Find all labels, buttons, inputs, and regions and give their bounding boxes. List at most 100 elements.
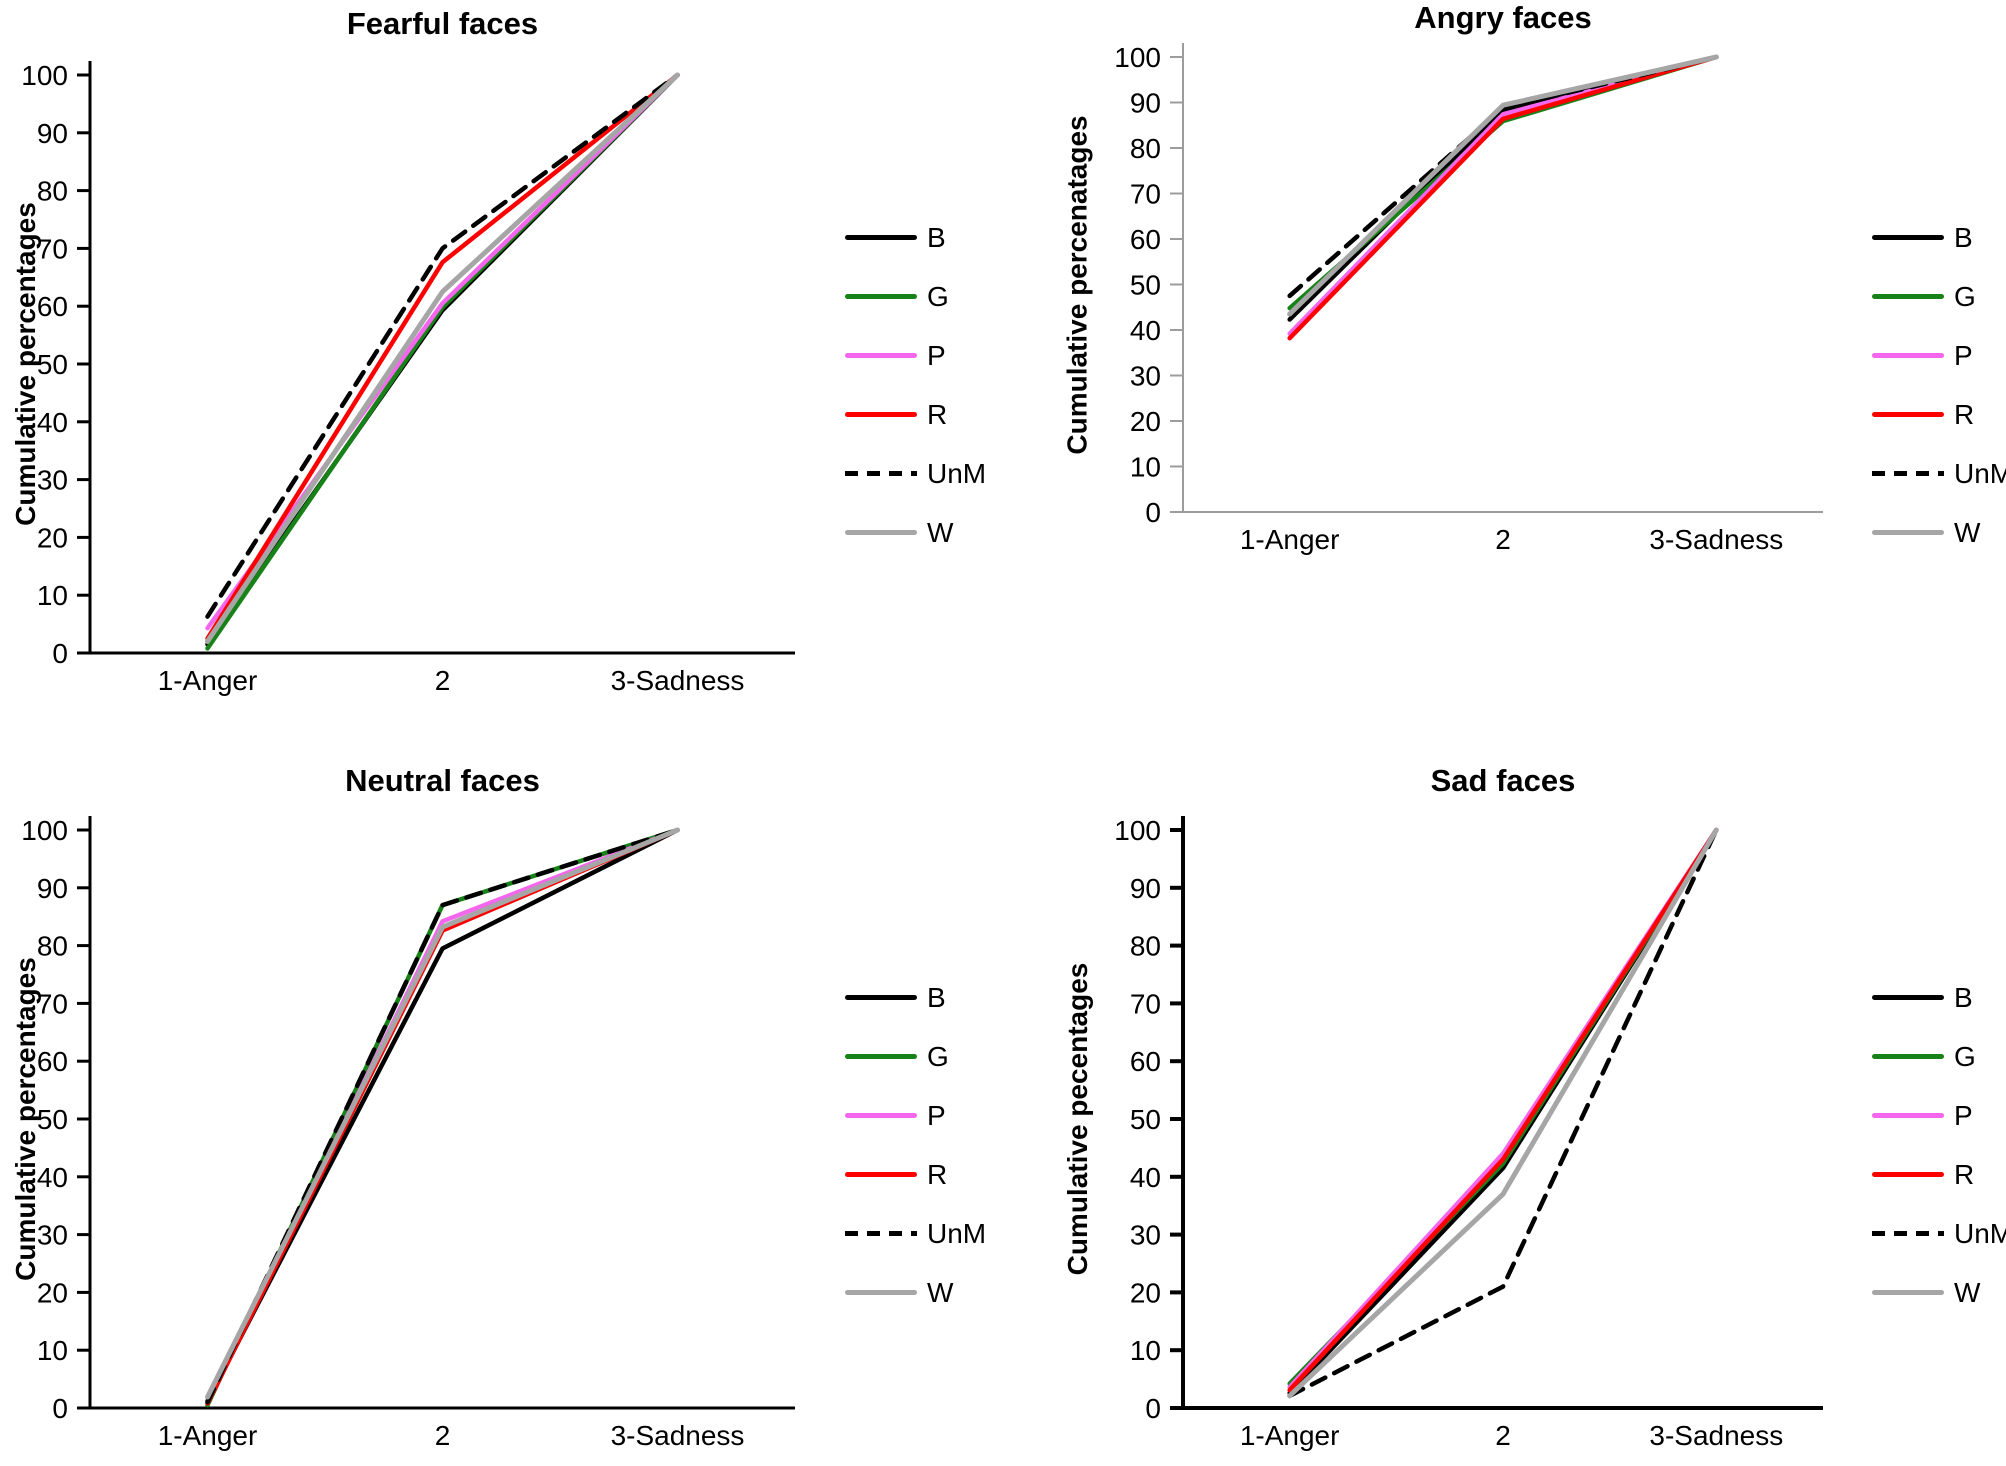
y-tick-label: 20 [1130, 406, 1161, 437]
legend-label-R: R [927, 1158, 948, 1190]
legend-item-B: B [845, 968, 986, 1027]
x-category-label: 1-Anger [1240, 1420, 1340, 1451]
x-category-label: 3-Sadness [1649, 524, 1783, 555]
legend-line-swatch-R [845, 412, 917, 417]
legend-line-swatch-P [1872, 1113, 1944, 1118]
y-tick-label: 0 [1145, 497, 1161, 528]
legend-label-W: W [1954, 1276, 1981, 1308]
legend-line-swatch-R [845, 1172, 917, 1177]
y-tick-label: 100 [21, 60, 68, 91]
legend-item-G: G [845, 1027, 986, 1086]
legend-label-W: W [927, 1276, 954, 1308]
legend-fearful: B G P R UnM W [845, 208, 986, 562]
legend-line-swatch-G [1872, 1054, 1944, 1059]
y-tick-label: 0 [1145, 1393, 1161, 1424]
legend-item-G: G [845, 267, 986, 326]
legend-label-R: R [1954, 398, 1975, 430]
y-tick-label: 0 [52, 638, 68, 669]
legend-item-R: R [1872, 1145, 2006, 1204]
series-line-W [205, 72, 680, 644]
legend-item-G: G [1872, 1027, 2006, 1086]
legend-line-swatch-B [1872, 995, 1944, 1000]
y-tick-label: 50 [1130, 270, 1161, 301]
y-tick-label: 100 [1114, 815, 1161, 846]
x-category-label: 1-Anger [158, 1420, 258, 1451]
legend-sad: B G P R UnM W [1872, 968, 2006, 1322]
legend-item-UnM: UnM [1872, 444, 2006, 503]
legend-line-swatch-G [1872, 294, 1944, 299]
legend-item-W: W [1872, 503, 2006, 562]
legend-label-W: W [1954, 516, 1981, 548]
y-tick-label: 70 [1130, 988, 1161, 1019]
series-line-W [1287, 827, 1719, 1399]
y-tick-label: 60 [1130, 1046, 1161, 1077]
x-category-label: 2 [435, 665, 451, 696]
y-tick-label: 90 [1130, 88, 1161, 119]
x-category-label: 3-Sadness [611, 665, 745, 696]
y-tick-label: 50 [37, 349, 68, 380]
y-tick-label: 70 [1130, 179, 1161, 210]
legend-angry: B G P R UnM W [1872, 208, 2006, 562]
y-tick-label: 80 [1130, 133, 1161, 164]
y-tick-label: 20 [37, 522, 68, 553]
y-tick-label: 10 [37, 580, 68, 611]
y-tick-label: 30 [1130, 361, 1161, 392]
chart-title-sad: Sad faces [1430, 763, 1576, 798]
series-line-UnM [1287, 827, 1719, 1399]
y-tick-label: 10 [37, 1335, 68, 1366]
legend-label-P: P [927, 339, 946, 371]
legend-neutral: B G P R UnM W [845, 968, 986, 1322]
legend-label-UnM: UnM [1954, 457, 2006, 489]
legend-item-P: P [845, 1086, 986, 1145]
series-line-P [205, 72, 680, 631]
chart-title-angry: Angry faces [1414, 0, 1592, 35]
series-line-W [205, 827, 680, 1400]
legend-line-swatch-UnM [1872, 471, 1944, 476]
legend-line-swatch-W [1872, 1290, 1944, 1295]
legend-item-B: B [845, 208, 986, 267]
y-tick-label: 70 [37, 233, 68, 264]
y-tick-label: 80 [37, 176, 68, 207]
legend-line-swatch-G [845, 294, 917, 299]
legend-item-R: R [845, 385, 986, 444]
y-tick-label: 30 [37, 1220, 68, 1251]
y-tick-label: 40 [1130, 315, 1161, 346]
legend-label-P: P [1954, 339, 1973, 371]
series-line-P [1287, 827, 1719, 1390]
legend-item-W: W [845, 1263, 986, 1322]
y-tick-label: 10 [1130, 1335, 1161, 1366]
y-tick-label: 100 [1114, 42, 1161, 73]
series-line-UnM [205, 72, 680, 619]
legend-item-R: R [1872, 385, 2006, 444]
y-tick-label: 40 [1130, 1162, 1161, 1193]
legend-label-P: P [1954, 1099, 1973, 1131]
legend-line-swatch-B [845, 995, 917, 1000]
x-category-label: 1-Anger [158, 665, 258, 696]
legend-label-G: G [927, 280, 949, 312]
legend-label-B: B [927, 981, 946, 1013]
legend-label-UnM: UnM [927, 1217, 987, 1249]
series-line-B [1287, 827, 1719, 1396]
y-tick-label: 40 [37, 1162, 68, 1193]
legend-label-W: W [927, 516, 954, 548]
chart-title-fearful: Fearful faces [346, 6, 539, 41]
legend-item-UnM: UnM [1872, 1204, 2006, 1263]
legend-label-B: B [1954, 221, 1973, 253]
y-tick-label: 100 [21, 815, 68, 846]
y-tick-label: 60 [1130, 224, 1161, 255]
legend-line-swatch-R [1872, 1172, 1944, 1177]
x-category-label: 3-Sadness [611, 1420, 745, 1451]
legend-line-swatch-W [845, 530, 917, 535]
legend-item-P: P [1872, 1086, 2006, 1145]
legend-item-P: P [1872, 326, 2006, 385]
series-line-R [205, 72, 680, 641]
legend-item-W: W [1872, 1263, 2006, 1322]
legend-item-R: R [845, 1145, 986, 1204]
legend-label-G: G [1954, 280, 1976, 312]
legend-line-swatch-UnM [845, 1231, 917, 1236]
legend-line-swatch-B [1872, 235, 1944, 240]
legend-label-UnM: UnM [927, 457, 987, 489]
legend-line-swatch-W [845, 1290, 917, 1295]
y-tick-label: 50 [1130, 1104, 1161, 1135]
